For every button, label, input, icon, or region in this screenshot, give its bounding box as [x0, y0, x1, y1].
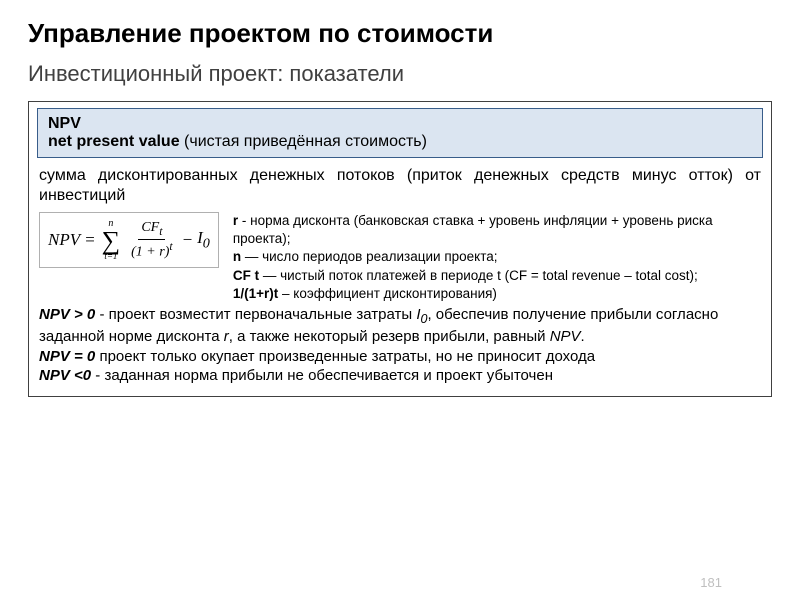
sigma-icon: n ∑ t=1: [102, 219, 121, 261]
formula-legend: r - норма дисконта (банковская ставка + …: [233, 212, 761, 303]
term-english: net present value: [48, 133, 184, 150]
formula-minus: −: [182, 230, 193, 250]
formula-lhs: NPV: [48, 230, 80, 250]
numerator: CFt: [138, 221, 165, 239]
definition-text: сумма дисконтированных денежных потоков …: [39, 166, 761, 206]
case-npv-zero: NPV = 0 проект только окупает произведен…: [39, 347, 761, 367]
formula-i0: I0: [197, 228, 210, 252]
page-number: 181: [700, 575, 722, 590]
formula-row: NPV = n ∑ t=1 CFt (1 + r)t − I0 r - норм…: [39, 212, 761, 303]
legend-r: r - норма дисконта (банковская ставка + …: [233, 212, 761, 248]
legend-cf: CF t — чистый поток платежей в периоде t…: [233, 267, 761, 285]
term-russian: (чистая приведённая стоимость): [184, 133, 427, 150]
case-npv-positive: NPV > 0 - проект возместит первоначальны…: [39, 305, 761, 347]
slide-title: Управление проектом по стоимости: [28, 18, 772, 49]
fraction: CFt (1 + r)t: [128, 221, 175, 259]
legend-n: n — число периодов реализации проекта;: [233, 248, 761, 266]
case-npv-negative: NPV <0 - заданная норма прибыли не обесп…: [39, 366, 761, 386]
sum-lower: t=1: [104, 252, 117, 261]
term-expansion: net present value (чистая приведённая ст…: [48, 133, 752, 151]
legend-discount: 1/(1+r)t – коэффициент дисконтирования): [233, 285, 761, 303]
definition-box: NPV net present value (чистая приведённа…: [37, 108, 763, 158]
term-abbrev: NPV: [48, 115, 752, 133]
slide-subtitle: Инвестиционный проект: показатели: [28, 61, 772, 87]
interpretation-block: NPV > 0 - проект возместит первоначальны…: [39, 305, 761, 386]
formula-eq: =: [84, 230, 95, 250]
denominator: (1 + r)t: [128, 240, 175, 260]
sum-symbol: ∑: [102, 229, 121, 252]
formula-image: NPV = n ∑ t=1 CFt (1 + r)t − I0: [39, 212, 219, 268]
content-panel: NPV net present value (чистая приведённа…: [28, 101, 772, 397]
